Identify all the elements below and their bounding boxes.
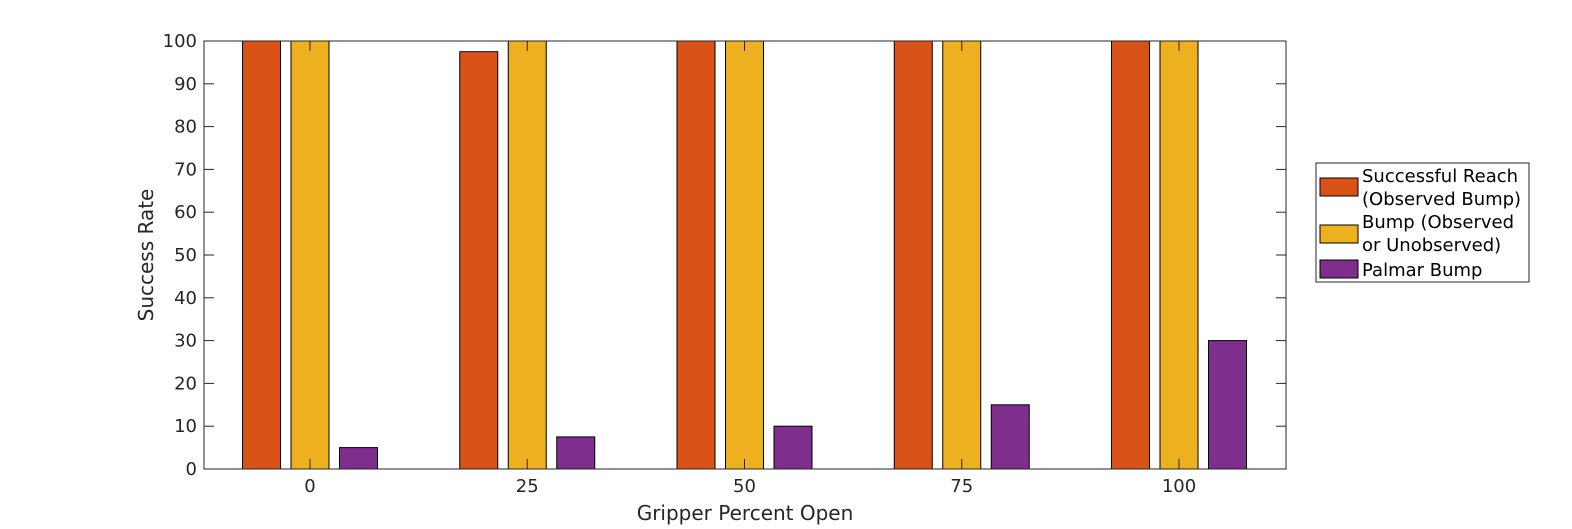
x-tick-label: 100: [1162, 476, 1196, 497]
legend-swatch-1: [1319, 177, 1359, 197]
bar-series-2-25: [507, 40, 547, 470]
legend: Successful Reach(Observed Bump)Bump (Obs…: [1315, 162, 1530, 283]
y-tick-label: 0: [186, 459, 197, 480]
bar-series-1-100: [1111, 40, 1150, 470]
bar-series-2-50: [725, 40, 764, 470]
x-tick-label: 50: [733, 476, 756, 497]
y-tick-label: 20: [174, 373, 197, 394]
y-tick-label: 100: [163, 31, 197, 52]
y-tick-label: 70: [174, 159, 197, 180]
x-tick-label: 75: [950, 476, 973, 497]
y-tick-label: 40: [174, 288, 197, 309]
legend-swatch-2: [1319, 224, 1359, 244]
bar-series-2-0: [290, 40, 330, 470]
x-tick-label: 0: [304, 476, 315, 497]
bar-series-3-25: [556, 436, 596, 470]
bar-series-1-0: [242, 40, 281, 470]
bar-series-1-75: [893, 40, 933, 470]
x-tick-label: 25: [516, 476, 539, 497]
y-tick-label: 60: [174, 202, 197, 223]
y-tick-label: 90: [174, 74, 197, 95]
x-axis-label: Gripper Percent Open: [637, 501, 854, 525]
x-axis: 0 25 50 75 100: [304, 41, 1196, 497]
bar-series-3-0: [339, 447, 378, 470]
bars-layer: [242, 40, 1247, 470]
legend-entry-1-line-1: Successful Reach: [1362, 166, 1518, 187]
y-tick-label: 80: [174, 117, 197, 138]
y-axis-label: Success Rate: [134, 189, 158, 322]
bar-series-3-100: [1208, 340, 1247, 470]
y-tick-label: 30: [174, 331, 197, 352]
bar-series-2-100: [1159, 40, 1199, 470]
bar-series-3-50: [773, 425, 813, 470]
y-axis: 0 10 20 30 40 50 60 70 80 90 100: [163, 31, 1286, 480]
bar-series-2-75: [942, 40, 982, 470]
legend-entry-2-line-2: or Unobserved): [1362, 235, 1501, 256]
bar-series-1-25: [459, 51, 499, 470]
bar-series-3-75: [990, 404, 1030, 470]
legend-entry-2-line-1: Bump (Observed: [1362, 212, 1514, 233]
y-tick-label: 10: [174, 416, 197, 437]
legend-swatch-3: [1319, 259, 1359, 279]
legend-entry-1-line-2: (Observed Bump): [1362, 189, 1521, 210]
legend-entry-3-line-1: Palmar Bump: [1362, 260, 1482, 281]
y-tick-label: 50: [174, 245, 197, 266]
bar-series-1-50: [676, 40, 716, 470]
